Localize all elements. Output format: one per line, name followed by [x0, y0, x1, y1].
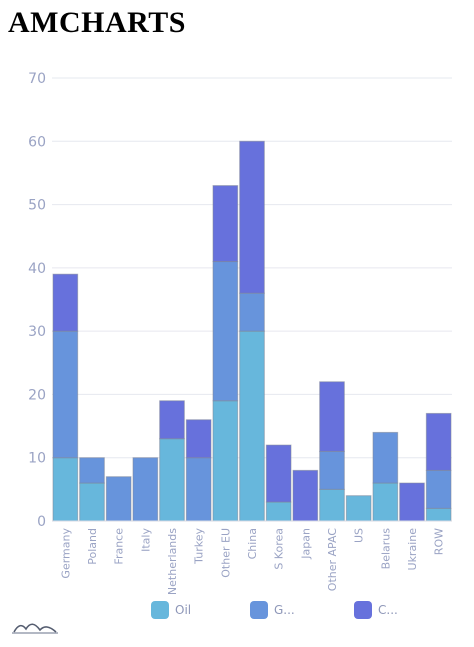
y-tick-label: 50	[28, 198, 46, 214]
legend-swatch-gas	[250, 601, 268, 619]
x-tick-label: Turkey	[193, 528, 206, 565]
bar-segment-oil	[212, 400, 239, 522]
x-tick-label: Other APAC	[326, 528, 339, 592]
bar-segment-gas	[239, 292, 265, 332]
bar-segment-coal	[265, 444, 292, 503]
bar-segment-gas	[105, 476, 132, 522]
page-title: AMCHARTS	[8, 6, 186, 39]
x-tick-label: Netherlands	[166, 528, 179, 595]
bar-segment-coal	[212, 185, 239, 263]
amcharts-logo-icon[interactable]	[10, 617, 62, 637]
bar-segment-coal	[159, 400, 185, 440]
legend-label-coal: C...	[378, 603, 398, 617]
legend-swatch-oil	[151, 601, 169, 619]
y-tick-label: 60	[28, 134, 46, 150]
x-tick-label: Poland	[86, 528, 99, 565]
y-tick-label: 30	[28, 324, 46, 340]
x-tick-label: ROW	[433, 528, 446, 555]
y-tick-label: 40	[28, 261, 46, 277]
x-tick-label: Other EU	[219, 528, 232, 578]
x-tick-label: France	[113, 528, 126, 565]
bar-segment-gas	[185, 457, 212, 522]
bar-segment-oil	[372, 482, 399, 522]
legend-swatch-coal	[354, 601, 372, 619]
bar-segment-coal	[239, 140, 265, 294]
bar-segment-coal	[292, 469, 319, 522]
bar-segment-gas	[52, 330, 79, 459]
bar-segment-oil	[425, 507, 452, 522]
legend-label-gas: G...	[274, 603, 295, 617]
bar-segment-oil	[265, 501, 292, 522]
y-tick-label: 10	[28, 451, 46, 467]
x-tick-label: China	[246, 528, 259, 559]
bar-segment-oil	[239, 330, 265, 522]
x-tick-label: Japan	[299, 528, 312, 560]
x-tick-label: Ukraine	[406, 528, 419, 571]
x-tick-label: S Korea	[273, 528, 286, 570]
legend-label-oil: Oil	[175, 603, 192, 617]
bar-segment-coal	[399, 482, 425, 522]
legend-item-oil[interactable]: Oil	[151, 600, 191, 620]
legend-item-gas[interactable]: G...	[250, 600, 295, 620]
bar-segment-oil	[319, 488, 345, 522]
y-tick-label: 70	[28, 71, 46, 87]
bar-segment-gas	[425, 469, 452, 509]
x-tick-label: Belarus	[379, 528, 392, 570]
bar-segment-gas	[212, 261, 239, 402]
bar-segment-coal	[185, 419, 212, 459]
bar-segment-coal	[52, 273, 79, 332]
x-tick-label: Italy	[139, 528, 152, 552]
y-tick-label: 0	[37, 514, 46, 530]
bar-segment-oil	[52, 457, 79, 522]
bar-segment-gas	[319, 450, 345, 490]
bar-segment-coal	[425, 412, 452, 471]
bar-segment-coal	[319, 381, 345, 452]
bar-segment-gas	[132, 457, 159, 522]
bar-segment-oil	[159, 438, 185, 522]
y-tick-label: 20	[28, 387, 46, 403]
bar-segment-oil	[79, 482, 105, 522]
x-tick-label: Germany	[59, 528, 72, 579]
bar-segment-oil	[345, 495, 372, 522]
bar-segment-gas	[79, 457, 105, 484]
legend-item-coal[interactable]: C...	[354, 600, 398, 620]
x-tick-label: US	[353, 528, 366, 543]
bar-segment-gas	[372, 431, 399, 484]
